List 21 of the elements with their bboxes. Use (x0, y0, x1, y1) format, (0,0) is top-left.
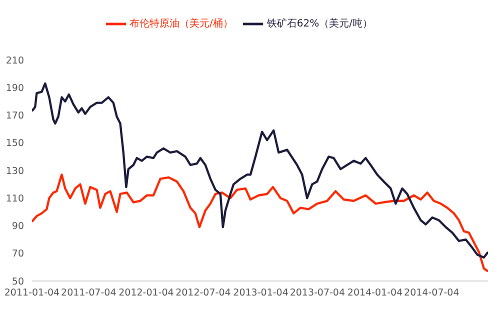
y-tick-label: 70 (12, 248, 24, 260)
x-tick-label: 2014-01-04 (347, 288, 403, 299)
y-tick-label: 130 (6, 166, 24, 177)
line-series (32, 174, 488, 272)
x-tick-label: 2012-07-04 (176, 288, 231, 299)
x-tick-label: 2011-01-04 (4, 288, 60, 299)
y-tick-label: 170 (6, 110, 24, 122)
legend-label: 铁矿石62%（美元/吨） (266, 18, 372, 30)
legend-label: 布伦特原油（美元/桶） (130, 18, 233, 30)
x-tick-label: 2014-07-04 (404, 288, 460, 299)
x-tick-label: 2013-01-04 (233, 288, 288, 299)
y-tick-label: 50 (12, 276, 24, 288)
x-tick-label: 2011-07-04 (61, 288, 116, 299)
y-tick-label: 190 (6, 82, 24, 94)
x-tick-label: 2013-07-04 (290, 288, 346, 299)
y-tick-label: 90 (12, 221, 24, 232)
y-tick-label: 150 (6, 138, 24, 150)
line-series (32, 82, 488, 259)
y-tick-label: 110 (6, 193, 24, 204)
x-tick-label: 2012-01-04 (118, 288, 174, 299)
y-tick-label: 210 (6, 55, 24, 66)
